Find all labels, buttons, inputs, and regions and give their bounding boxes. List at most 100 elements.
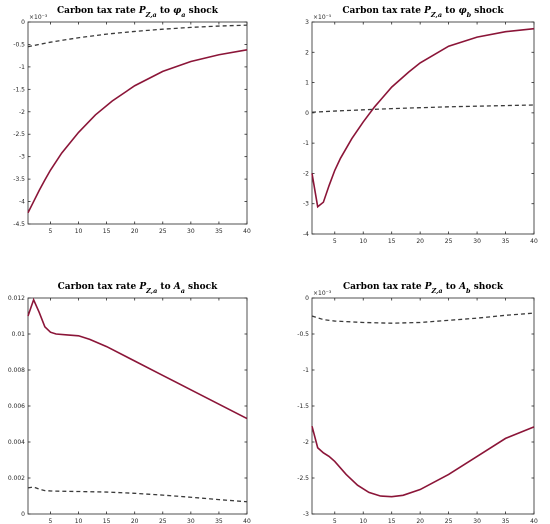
chart-panel-phi-b-shock: 5 10 15 20 25 30 35 40 -4 -3 -2 -1 0 1 2 3 ×10⁻⁵ Carbon t… <box>303 6 538 245</box>
x-tick-label: 10 <box>359 518 367 524</box>
x-tick-label: 25 <box>445 518 453 524</box>
x-tick-label: 5 <box>49 518 53 524</box>
chart-title-part: Carbon tax rate <box>343 282 425 292</box>
x-tick-label: 20 <box>416 238 424 245</box>
x-tick-label: 30 <box>473 518 481 524</box>
series-line-solid <box>27 297 248 420</box>
plot-frame <box>311 297 535 515</box>
chart-title-part: shock <box>186 6 219 16</box>
chart-title: Carbon tax rate PZ,a to Ab shock <box>343 282 504 295</box>
x-tick-label: 30 <box>187 228 195 235</box>
chart-panel-A-a-shock: 5 10 15 20 25 30 35 40 0 0.002 0.004 0.006 0.008 0.01… <box>8 282 251 524</box>
axis-exponent: ×10⁻³ <box>313 290 332 297</box>
plot-frame <box>311 21 535 235</box>
chart-title-part: shock <box>185 282 218 292</box>
x-tick-label: 35 <box>215 228 223 235</box>
x-tick-label: 40 <box>530 518 538 524</box>
series-line-solid <box>311 27 535 209</box>
y-tick-label: -4 <box>303 231 309 238</box>
chart-title-part: P <box>424 282 432 292</box>
chart-title-part: φ <box>173 6 182 16</box>
x-tick-label: 5 <box>49 228 53 235</box>
chart-title: Carbon tax rate PZ,a to φa shock <box>57 6 219 19</box>
chart-title: Carbon tax rate PZ,a to Aa shock <box>58 282 219 295</box>
y-tick-label: 0.004 <box>8 439 25 446</box>
x-tick-label: 30 <box>473 238 481 245</box>
x-tick-label: 25 <box>159 518 167 524</box>
x-tick-label: 40 <box>243 228 251 235</box>
chart-title-part: b <box>466 287 471 295</box>
chart-title-part: a <box>181 11 185 19</box>
y-tick-label: 2 <box>305 49 309 56</box>
y-tick-label: -0.5 <box>297 331 309 338</box>
x-tick-label: 5 <box>333 518 337 524</box>
x-tick-label: 20 <box>131 518 139 524</box>
y-tick-label: -3 <box>303 511 309 518</box>
y-tick-label: -2 <box>303 439 309 446</box>
x-tick-label: 15 <box>103 518 111 524</box>
y-tick-label: -2.5 <box>13 131 25 138</box>
chart-title-part: shock <box>471 282 504 292</box>
plot-frame <box>27 297 248 515</box>
x-tick-label: 10 <box>75 228 83 235</box>
chart-title-part: φ <box>458 6 467 16</box>
chart-panel-A-b-shock: 5 10 15 20 25 30 35 40 -3 -2.5 -2 -1.5 -1 -0.5 0 ×10⁻³ C… <box>297 282 538 524</box>
y-tick-label: 1 <box>305 80 309 87</box>
y-tick-label: -3 <box>19 154 25 161</box>
axis-exponent: ×10⁻⁵ <box>313 14 332 21</box>
chart-title-part: A <box>458 282 466 292</box>
y-tick-label: -1.5 <box>13 86 25 93</box>
series-line-dashed <box>311 104 535 113</box>
plot-frame <box>27 21 248 225</box>
chart-title-part: shock <box>471 6 504 16</box>
y-tick-label: -4.5 <box>13 221 25 228</box>
chart-title-part: to <box>157 282 173 292</box>
y-tick-label: 0 <box>305 295 309 302</box>
y-tick-label: -2 <box>303 170 309 177</box>
y-tick-label: 0 <box>21 511 25 518</box>
x-tick-label: 15 <box>103 228 111 235</box>
chart-title-part: to <box>442 6 458 16</box>
chart-title-part: Z,a <box>431 287 443 295</box>
y-tick-label: -3.5 <box>13 176 25 183</box>
x-tick-label: 5 <box>333 238 337 245</box>
y-tick-label: 0.01 <box>12 331 26 338</box>
chart-title-part: P <box>138 282 146 292</box>
x-tick-label: 35 <box>502 518 510 524</box>
x-tick-label: 25 <box>159 228 167 235</box>
y-tick-label: 0 <box>21 19 25 26</box>
x-tick-label: 10 <box>359 238 367 245</box>
y-tick-label: 0 <box>305 110 309 117</box>
chart-title-part: Carbon tax rate <box>58 282 140 292</box>
chart-title: Carbon tax rate PZ,a to φb shock <box>342 6 504 19</box>
chart-title-part: Z,a <box>145 11 157 19</box>
y-tick-label: -2 <box>19 109 25 116</box>
chart-title-part: Z,a <box>145 287 157 295</box>
y-tick-label: -1.5 <box>297 403 309 410</box>
y-tick-label: -1 <box>303 367 309 374</box>
series-line-dashed <box>311 312 535 324</box>
y-tick-label: -0.5 <box>13 41 25 48</box>
series-line-dashed <box>27 24 248 48</box>
chart-title-part: Carbon tax rate <box>342 6 424 16</box>
x-tick-label: 30 <box>187 518 195 524</box>
x-tick-label: 35 <box>502 238 510 245</box>
series-line-solid <box>311 425 535 498</box>
y-tick-label: -4 <box>19 199 25 206</box>
chart-title-part: Z,a <box>430 11 442 19</box>
x-tick-label: 35 <box>215 518 223 524</box>
chart-title-part: b <box>467 11 472 19</box>
axis-exponent: ×10⁻³ <box>29 14 48 21</box>
x-tick-label: 40 <box>243 518 251 524</box>
y-tick-label: 0.002 <box>8 475 25 482</box>
series-line-dashed <box>27 486 248 503</box>
x-tick-label: 40 <box>530 238 538 245</box>
y-tick-label: 3 <box>305 19 309 26</box>
y-tick-label: -2.5 <box>297 475 309 482</box>
x-tick-label: 20 <box>416 518 424 524</box>
chart-title-part: a <box>181 287 185 295</box>
chart-title-part: P <box>138 6 146 16</box>
y-tick-label: -1 <box>303 140 309 147</box>
x-tick-label: 15 <box>388 238 396 245</box>
